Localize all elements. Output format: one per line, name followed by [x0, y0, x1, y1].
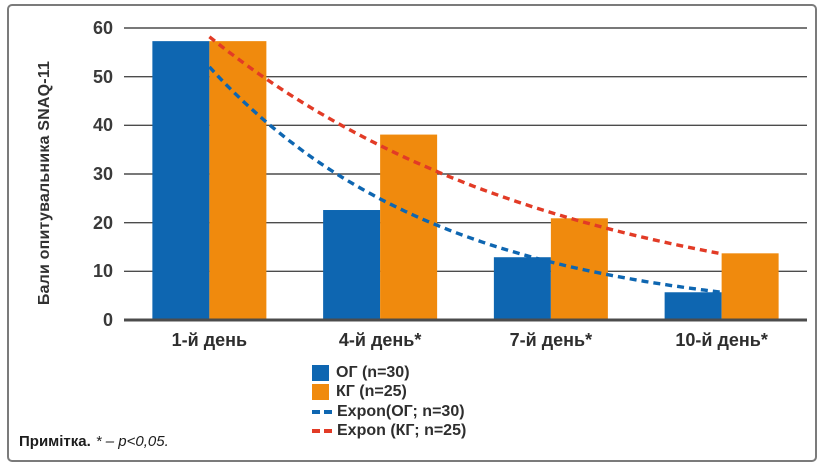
legend-label: Expon(ОГ; n=30): [337, 402, 465, 420]
bar-series2-cat2: [380, 134, 438, 320]
footnote-prefix: Примітка.: [19, 433, 91, 450]
footnote: Примітка. * – p<0,05.: [19, 433, 169, 450]
x-category-label-3: 7-й день*: [509, 330, 593, 350]
legend-dashed-line-swatch: [312, 429, 333, 434]
legend-label: КГ (n=25): [336, 383, 407, 401]
legend-color-swatch: [312, 364, 329, 381]
x-category-label-2: 4-й день*: [338, 330, 422, 350]
bar-series2-cat3: [550, 218, 608, 320]
bar-series2-cat1: [209, 41, 267, 320]
bar-series2-cat4: [721, 253, 779, 320]
trendline-1: [208, 65, 722, 294]
y-tick-label-10: 10: [92, 261, 113, 282]
chart-legend: ОГ (n=30) КГ (n=25) Expon(ОГ; n=30) Expon (…: [312, 363, 466, 441]
y-tick-label-30: 30: [92, 164, 113, 184]
legend-color-swatch: [312, 384, 329, 401]
legend-item-series-2: КГ (n=25): [312, 383, 466, 403]
trendline-2: [208, 35, 722, 256]
x-category-label-1: 1-й день: [171, 330, 248, 350]
bar-series1-cat4: [664, 292, 722, 320]
y-tick-label-40: 40: [92, 115, 113, 136]
x-category-label-4: 10-й день*: [675, 330, 768, 350]
legend-item-trendline-2: Expon (КГ; n=25): [312, 422, 466, 442]
footnote-text: * – p<0,05.: [95, 433, 169, 450]
bar-series1-cat3: [493, 257, 551, 320]
y-tick-label-60: 60: [92, 18, 113, 38]
legend-label: Expon (КГ; n=25): [337, 422, 467, 440]
bar-series1-cat2: [323, 210, 381, 320]
legend-item-series-1: ОГ (n=30): [312, 363, 466, 383]
y-tick-label-0: 0: [102, 310, 113, 330]
bar-series1-cat1: [152, 41, 210, 320]
y-tick-label-20: 20: [92, 212, 113, 233]
legend-label: ОГ (n=30): [336, 363, 410, 381]
y-axis-title: Бали опитувальника SNAQ-11: [36, 60, 53, 306]
legend-item-trendline-1: Expon(ОГ; n=30): [312, 402, 466, 422]
legend-dashed-line-swatch: [312, 409, 333, 414]
y-tick-label-50: 50: [92, 66, 113, 87]
